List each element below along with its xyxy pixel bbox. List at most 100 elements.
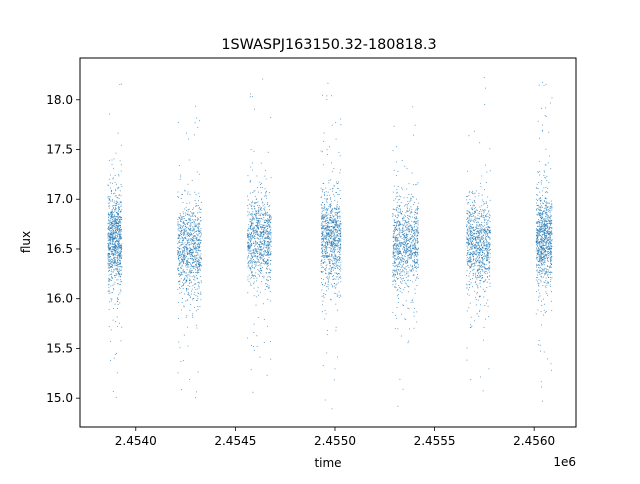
data-point xyxy=(337,241,339,243)
data-point xyxy=(115,245,117,247)
data-point xyxy=(186,262,188,264)
data-point xyxy=(337,268,339,270)
data-point xyxy=(185,250,187,252)
data-point xyxy=(185,256,187,258)
data-point xyxy=(266,242,268,244)
data-point xyxy=(260,184,262,185)
data-point xyxy=(327,286,329,288)
data-point xyxy=(178,257,180,259)
data-point xyxy=(411,234,413,236)
data-point xyxy=(112,178,114,180)
data-point xyxy=(414,216,416,218)
data-point xyxy=(479,242,481,244)
data-point xyxy=(480,236,482,238)
data-point xyxy=(113,243,115,245)
data-point xyxy=(195,272,197,274)
data-point xyxy=(397,220,399,222)
data-point xyxy=(417,247,419,249)
data-point xyxy=(191,315,193,317)
data-point xyxy=(187,239,189,241)
data-point xyxy=(394,314,396,316)
data-point xyxy=(407,271,409,273)
data-point xyxy=(473,220,475,222)
data-point xyxy=(487,229,489,231)
data-point xyxy=(329,273,331,275)
data-point xyxy=(187,264,189,266)
data-point xyxy=(337,225,339,227)
data-point xyxy=(417,261,419,263)
data-point xyxy=(194,266,196,268)
data-point xyxy=(200,280,202,282)
data-point xyxy=(117,187,119,189)
data-point xyxy=(321,259,323,261)
data-point xyxy=(407,250,409,252)
data-point xyxy=(335,254,337,256)
data-point xyxy=(108,220,110,222)
data-point xyxy=(118,251,120,253)
data-point xyxy=(195,300,197,302)
data-point xyxy=(117,254,119,256)
data-point xyxy=(108,178,110,180)
data-point xyxy=(197,239,199,241)
data-point xyxy=(251,271,253,273)
data-point xyxy=(336,283,338,285)
data-point xyxy=(260,248,262,250)
data-point xyxy=(266,268,268,270)
data-point xyxy=(473,215,475,217)
data-point xyxy=(182,211,184,213)
data-point xyxy=(336,233,338,235)
data-point xyxy=(108,216,110,218)
data-point xyxy=(117,250,119,252)
data-point xyxy=(323,235,325,237)
data-point xyxy=(108,222,110,224)
data-point xyxy=(335,240,337,242)
data-point xyxy=(397,225,399,227)
data-point xyxy=(396,249,398,251)
data-point xyxy=(194,255,196,257)
data-point xyxy=(192,265,194,267)
data-point xyxy=(399,253,401,255)
data-point xyxy=(397,211,399,213)
data-point xyxy=(398,247,400,249)
data-point xyxy=(115,252,117,254)
data-point xyxy=(397,238,399,240)
data-point xyxy=(195,237,197,239)
data-point xyxy=(394,256,396,258)
data-point xyxy=(415,221,417,223)
data-point xyxy=(417,240,419,242)
data-point xyxy=(253,190,255,192)
data-point xyxy=(192,215,194,217)
data-point xyxy=(337,226,339,228)
data-point xyxy=(267,221,269,223)
data-point xyxy=(332,257,334,259)
data-point xyxy=(249,236,251,238)
data-point xyxy=(194,277,196,279)
data-point xyxy=(476,278,478,280)
data-point xyxy=(107,242,109,244)
data-point xyxy=(413,315,415,317)
data-point xyxy=(337,276,339,278)
data-point xyxy=(264,249,266,251)
data-point xyxy=(186,272,188,274)
data-point xyxy=(269,263,271,265)
data-point xyxy=(112,228,114,230)
data-point xyxy=(110,340,112,342)
data-point xyxy=(468,231,470,233)
data-point xyxy=(199,238,201,240)
data-point xyxy=(410,258,412,260)
data-point xyxy=(404,219,406,221)
data-point xyxy=(117,214,119,216)
data-point xyxy=(196,249,198,251)
data-point xyxy=(258,211,260,213)
data-point xyxy=(403,224,405,226)
data-point xyxy=(120,273,122,275)
data-point xyxy=(392,274,394,276)
data-point xyxy=(196,257,198,259)
data-point xyxy=(480,186,482,188)
data-point xyxy=(200,281,202,283)
data-point xyxy=(340,268,342,270)
data-point xyxy=(331,240,333,242)
data-point xyxy=(487,216,489,218)
data-point xyxy=(333,215,335,217)
data-point xyxy=(405,265,407,267)
